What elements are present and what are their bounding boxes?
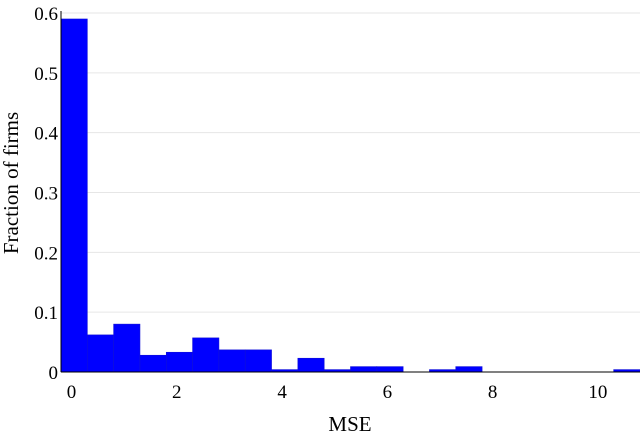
y-tick-label: 0.2: [34, 243, 58, 264]
x-tick-label: 0: [67, 382, 77, 403]
y-tick-label: 0.5: [34, 64, 58, 85]
axes: [60, 11, 640, 373]
histogram-bar: [455, 366, 483, 373]
x-tick-label: 2: [172, 382, 182, 403]
y-tick-label: 0.3: [34, 184, 58, 205]
histogram-bar: [60, 18, 88, 373]
x-tick-label: 4: [277, 382, 287, 403]
histogram-bar: [87, 334, 114, 373]
x-tick-labels: 0 2 4 6 8 10: [67, 382, 608, 403]
y-tick-label: 0.4: [34, 124, 58, 145]
y-tick-label: 0: [49, 363, 59, 384]
histogram-bar: [192, 337, 220, 373]
histogram-bar: [139, 354, 167, 373]
histogram-bar: [244, 349, 272, 373]
y-tick-label: 0.6: [34, 4, 58, 25]
grid-lines: [61, 12, 640, 313]
x-tick-label: 6: [383, 382, 393, 403]
y-tick-label: 0.1: [34, 303, 58, 324]
histogram-bar: [165, 351, 193, 373]
histogram-bars: [60, 18, 640, 373]
histogram-bar: [113, 323, 141, 373]
histogram-bar: [297, 357, 325, 373]
x-tick-label: 8: [488, 382, 498, 403]
histogram-bar: [218, 349, 246, 373]
y-axis-title: Fraction of firms: [0, 112, 23, 254]
histogram-bar: [376, 366, 404, 373]
x-tick-label: 10: [588, 382, 607, 403]
y-tick-labels: 0 0.1 0.2 0.3 0.4 0.5 0.6: [34, 4, 58, 384]
x-axis-title: MSE: [328, 412, 371, 432]
histogram-bar: [350, 366, 378, 373]
